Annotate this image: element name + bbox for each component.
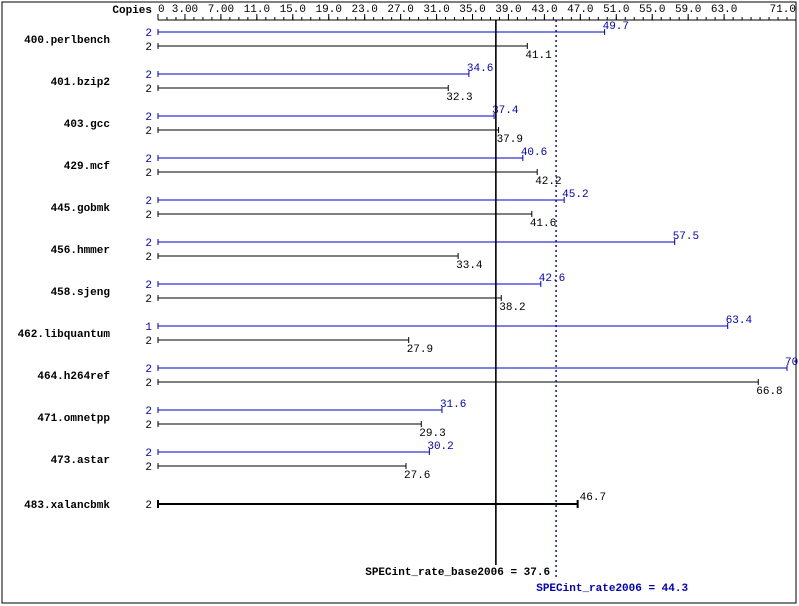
svg-text:43.0: 43.0 (531, 4, 557, 16)
benchmark-label: 403.gcc (64, 119, 110, 131)
copies-base: 2 (145, 294, 152, 306)
svg-text:31.0: 31.0 (423, 4, 449, 16)
copies-base: 2 (145, 210, 152, 222)
svg-text:7.00: 7.00 (208, 4, 234, 16)
benchmark-label: 462.libquantum (18, 329, 111, 341)
svg-text:71.0: 71.0 (770, 4, 796, 16)
copies-base: 2 (145, 336, 152, 348)
value-base: 42.2 (535, 176, 561, 188)
svg-text:11.0: 11.0 (244, 4, 270, 16)
benchmarks: 400.perlbench 2 49.7 2 41.1 401.bzip2 2 34.6 2 32… (18, 21, 799, 512)
value-peak: 63.4 (726, 315, 753, 327)
benchmark-label: 429.mcf (64, 161, 111, 173)
spec-chart: 0 3.00 7.00 11.0 15.0 19.0 23.0 27.0 31.0 35.0 39.… (0, 0, 799, 606)
svg-text:0: 0 (158, 4, 165, 16)
value-base: 41.6 (530, 218, 556, 230)
svg-text:59.0: 59.0 (675, 4, 701, 16)
value-peak: 70.0 (785, 357, 799, 369)
benchmark-label: 483.xalancbmk (24, 500, 110, 512)
score-base-label: SPECint_rate_base2006 = 37.6 (365, 567, 550, 579)
copies-peak: 2 (145, 112, 152, 124)
copies-base: 2 (145, 126, 152, 138)
copies-header: Copies (112, 5, 152, 17)
value-base: 29.3 (419, 428, 445, 440)
svg-text:63.0: 63.0 (711, 4, 737, 16)
benchmark-label: 456.hmmer (51, 245, 110, 257)
svg-text:3.00: 3.00 (172, 4, 198, 16)
copies-base: 2 (145, 84, 152, 96)
value-base: 27.9 (407, 344, 433, 356)
svg-text:51.0: 51.0 (603, 4, 629, 16)
value-peak: 45.2 (562, 189, 588, 201)
major-ticks: 0 3.00 7.00 11.0 15.0 19.0 23.0 27.0 31.0 35.0 39.… (158, 4, 796, 20)
value-peak: 49.7 (603, 21, 629, 33)
value-base: 41.1 (525, 50, 552, 62)
benchmark-label: 400.perlbench (24, 35, 110, 47)
value-base: 33.4 (456, 260, 483, 272)
value-peak: 34.6 (467, 63, 493, 75)
copies-base: 2 (145, 500, 152, 512)
value-peak: 57.5 (673, 231, 699, 243)
svg-text:35.0: 35.0 (459, 4, 485, 16)
copies-peak: 2 (145, 238, 152, 250)
benchmark-label: 471.omnetpp (37, 413, 110, 425)
copies-peak: 2 (145, 448, 152, 460)
copies-peak: 2 (145, 70, 152, 82)
copies-base: 2 (145, 420, 152, 432)
copies-base: 2 (145, 378, 152, 390)
benchmark-label: 464.h264ref (37, 371, 110, 383)
copies-peak: 2 (145, 154, 152, 166)
benchmark-label: 473.astar (51, 455, 110, 467)
copies-base: 2 (145, 42, 152, 54)
svg-text:27.0: 27.0 (387, 4, 413, 16)
copies-peak: 2 (145, 28, 152, 40)
value-peak: 42.6 (539, 273, 565, 285)
value-base: 66.8 (756, 386, 782, 398)
copies-peak: 2 (145, 364, 152, 376)
copies-peak: 2 (145, 196, 152, 208)
score-peak-label: SPECint_rate2006 = 44.3 (536, 583, 688, 595)
value-base: 38.2 (499, 302, 525, 314)
benchmark-label: 458.sjeng (51, 287, 110, 299)
svg-text:55.0: 55.0 (639, 4, 665, 16)
svg-text:47.0: 47.0 (567, 4, 593, 16)
value-peak: 40.6 (521, 147, 547, 159)
copies-peak: 2 (145, 280, 152, 292)
svg-text:15.0: 15.0 (280, 4, 306, 16)
copies-peak: 1 (145, 322, 152, 334)
value-base: 27.6 (404, 470, 430, 482)
value-peak: 30.2 (427, 441, 453, 453)
value-base: 32.3 (446, 92, 472, 104)
copies-base: 2 (145, 252, 152, 264)
svg-text:23.0: 23.0 (351, 4, 377, 16)
svg-text:19.0: 19.0 (316, 4, 342, 16)
benchmark-label: 401.bzip2 (51, 77, 110, 89)
value-base: 46.7 (580, 492, 606, 504)
benchmark-label: 445.gobmk (51, 203, 111, 215)
value-peak: 31.6 (440, 399, 466, 411)
svg-text:39.0: 39.0 (495, 4, 521, 16)
copies-base: 2 (145, 168, 152, 180)
copies-base: 2 (145, 462, 152, 474)
value-base: 37.9 (497, 134, 523, 146)
copies-peak: 2 (145, 406, 152, 418)
chart-border (2, 2, 796, 603)
